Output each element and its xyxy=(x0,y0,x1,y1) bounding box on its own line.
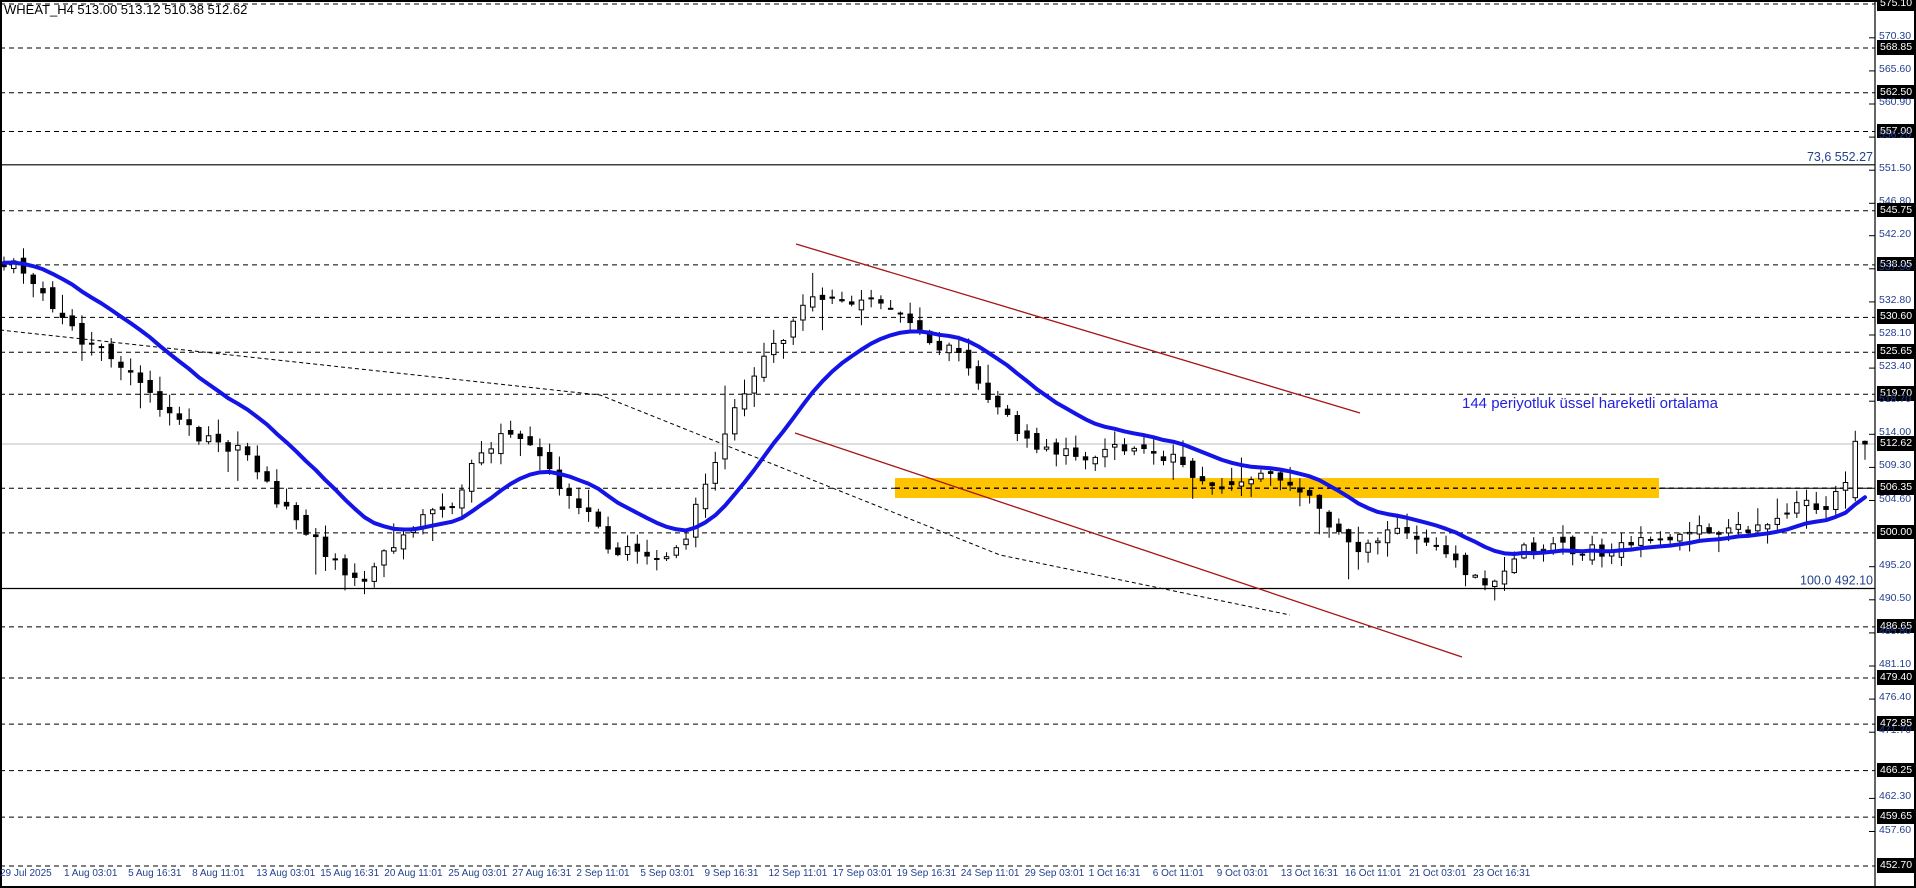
svg-text:WHEAT_H4 513.00 513.12 510.38: WHEAT_H4 513.00 513.12 510.38 512.62 xyxy=(4,2,247,17)
svg-text:100.0 492.10: 100.0 492.10 xyxy=(1800,574,1873,588)
svg-text:144 periyotluk üssel hareketli: 144 periyotluk üssel hareketli ortalama xyxy=(1462,395,1719,412)
svg-text:73,6 552.27: 73,6 552.27 xyxy=(1807,150,1873,164)
